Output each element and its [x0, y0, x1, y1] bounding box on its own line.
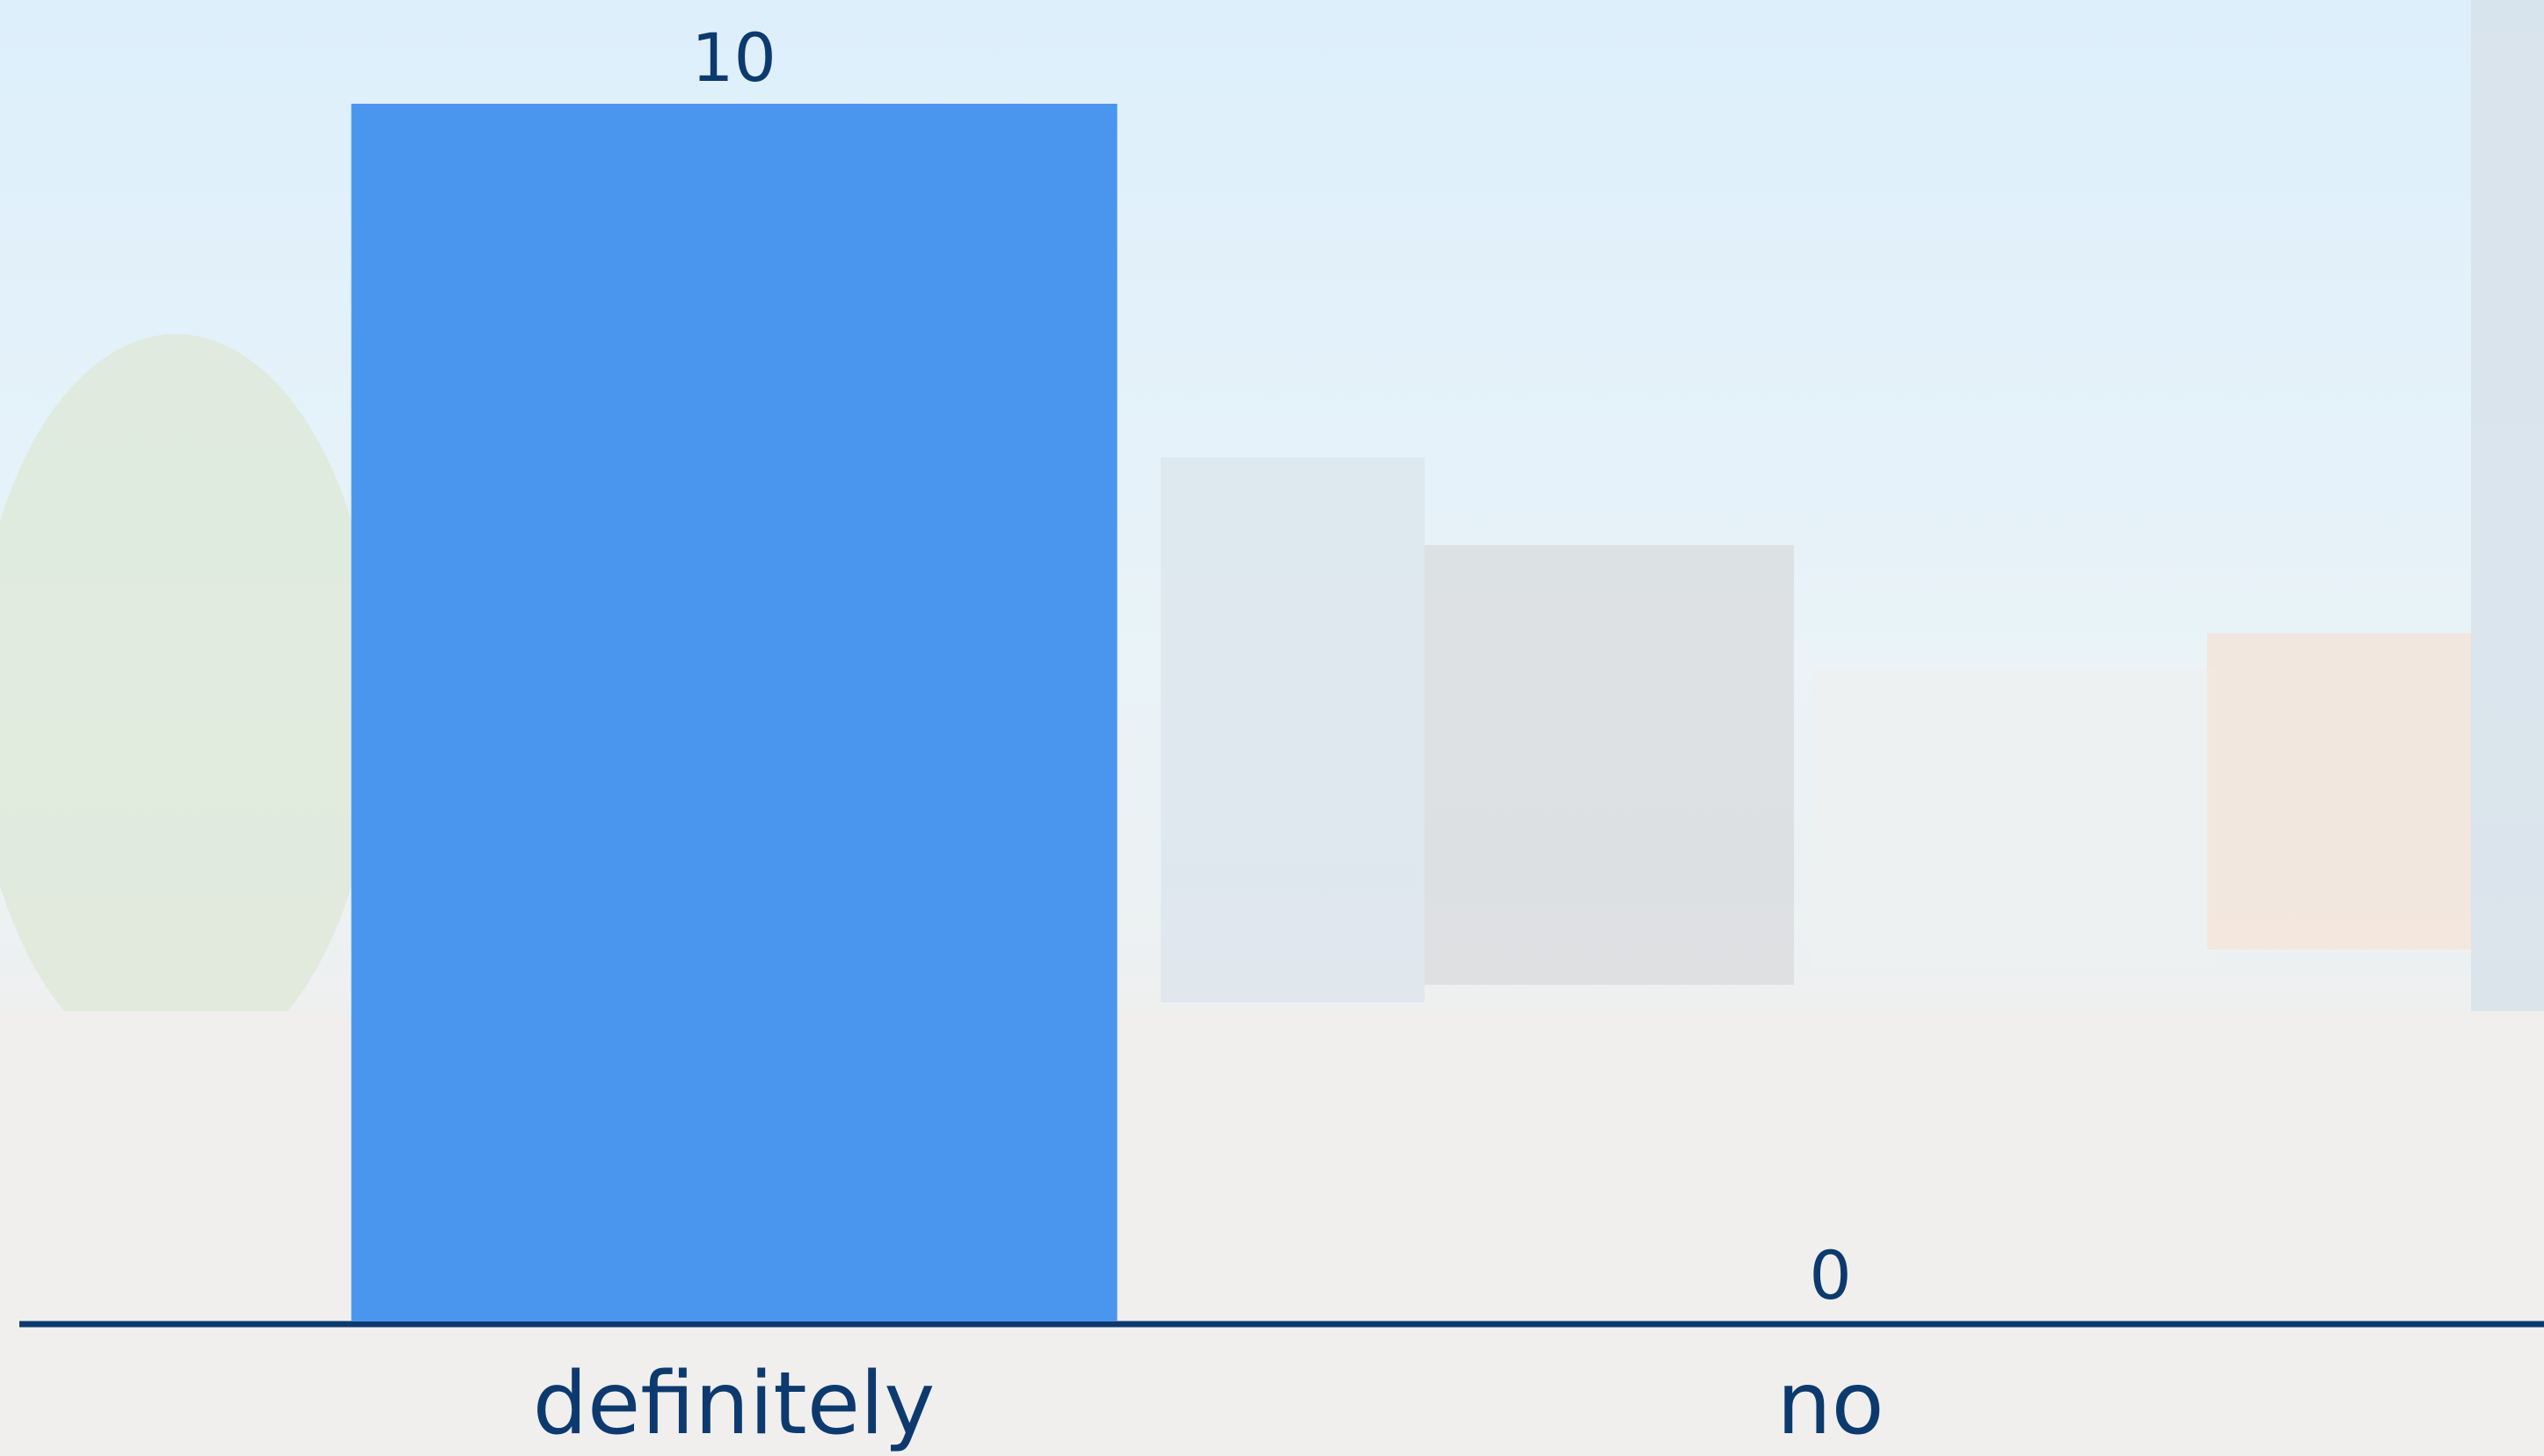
bar	[351, 104, 1118, 1321]
x-tick-label: no	[1776, 1354, 1884, 1454]
x-tick-label: definitely	[533, 1354, 936, 1454]
value-label: 10	[691, 18, 776, 97]
value-label: 0	[1809, 1236, 1851, 1314]
